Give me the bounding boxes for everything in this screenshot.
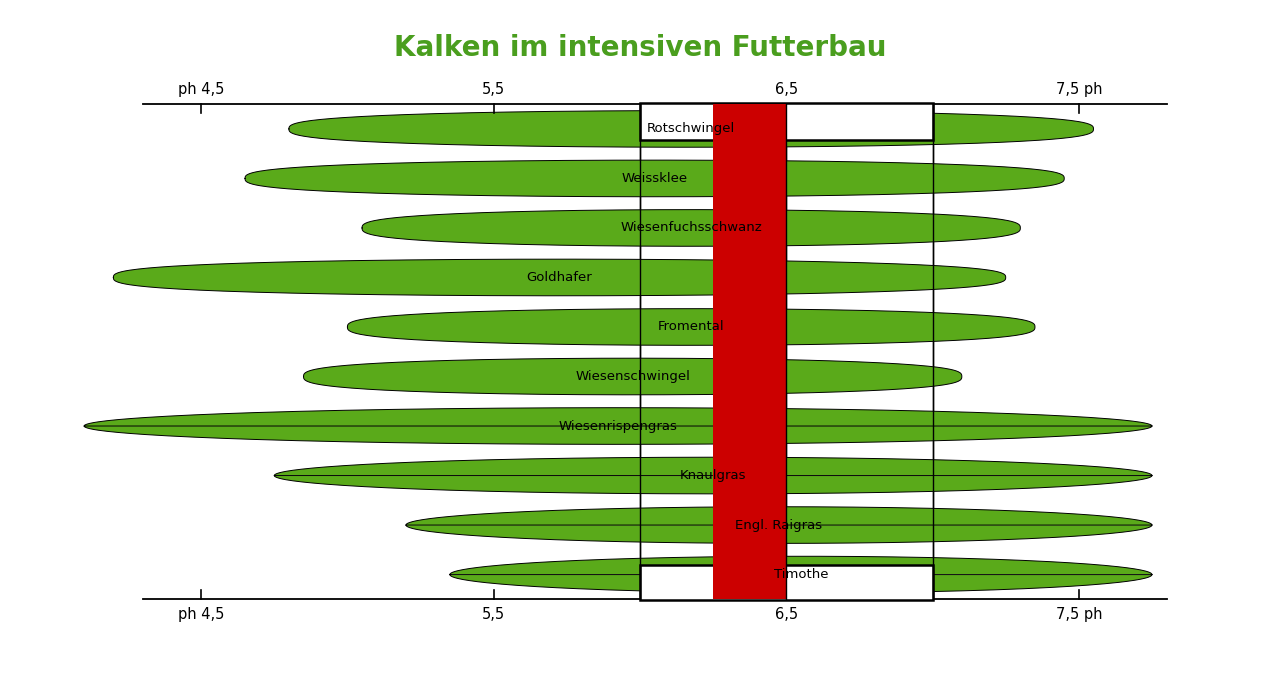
Text: Fromental: Fromental (658, 320, 724, 333)
Text: Goldhafer: Goldhafer (526, 271, 593, 284)
Text: Wiesenfuchsschwanz: Wiesenfuchsschwanz (621, 221, 762, 234)
Text: Wiesenschwingel: Wiesenschwingel (575, 370, 690, 383)
Bar (640, 565, 933, 600)
Text: 7,5 ph: 7,5 ph (1056, 82, 1102, 97)
Bar (713, 104, 786, 600)
Polygon shape (84, 408, 1152, 445)
Text: 5,5: 5,5 (483, 607, 506, 622)
Polygon shape (303, 358, 961, 395)
Text: 7,5 ph: 7,5 ph (1056, 607, 1102, 622)
Text: 6,5: 6,5 (774, 607, 797, 622)
Text: 6,5: 6,5 (774, 82, 797, 97)
Polygon shape (114, 259, 1006, 296)
Polygon shape (289, 111, 1093, 148)
Text: Knaulgras: Knaulgras (680, 469, 746, 482)
Bar (640, 103, 933, 140)
Text: Wiesenrispengras: Wiesenrispengras (558, 419, 677, 432)
Bar (713, 104, 786, 600)
Text: 5,5: 5,5 (483, 82, 506, 97)
Text: Engl. Raigras: Engl. Raigras (736, 518, 823, 531)
Text: ph 4,5: ph 4,5 (178, 82, 224, 97)
Polygon shape (244, 160, 1064, 197)
Polygon shape (362, 210, 1020, 247)
Polygon shape (449, 556, 1152, 593)
Text: Rotschwingel: Rotschwingel (648, 122, 735, 135)
Polygon shape (347, 309, 1036, 346)
Text: Timothe: Timothe (773, 568, 828, 581)
Text: Kalken im intensiven Futterbau: Kalken im intensiven Futterbau (394, 34, 886, 62)
Text: ph 4,5: ph 4,5 (178, 607, 224, 622)
Polygon shape (274, 457, 1152, 494)
Polygon shape (406, 507, 1152, 544)
Text: Weissklee: Weissklee (622, 172, 687, 185)
